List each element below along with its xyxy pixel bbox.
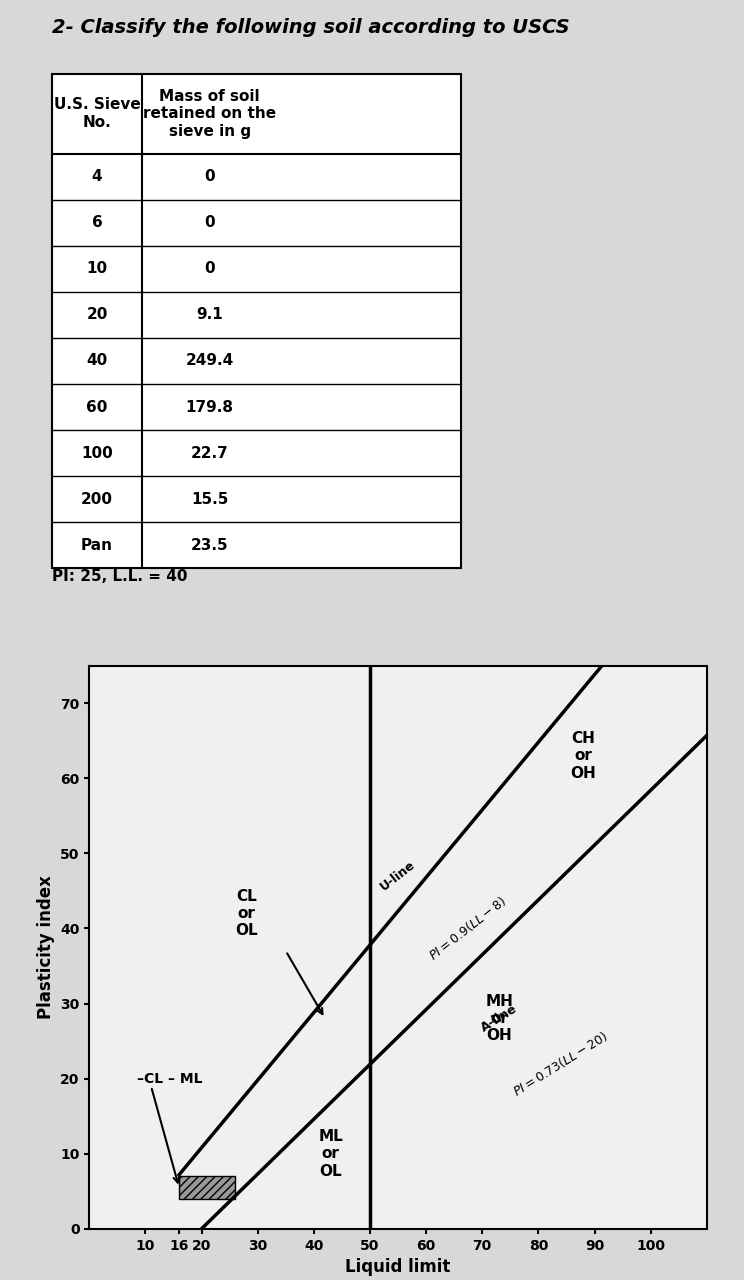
X-axis label: Liquid limit: Liquid limit	[345, 1258, 451, 1276]
Text: –CL – ML: –CL – ML	[137, 1071, 202, 1085]
Text: U.S. Sieve
No.: U.S. Sieve No.	[54, 97, 141, 129]
Text: 249.4: 249.4	[185, 353, 234, 369]
Text: Pan: Pan	[81, 538, 113, 553]
Text: 179.8: 179.8	[185, 399, 234, 415]
Text: A-line: A-line	[478, 1002, 519, 1034]
Text: 40: 40	[86, 353, 108, 369]
Text: MH
or
OH: MH or OH	[485, 993, 513, 1043]
Y-axis label: Plasticity index: Plasticity index	[36, 876, 54, 1019]
Text: PI: 25, L.L. = 40: PI: 25, L.L. = 40	[52, 568, 187, 584]
Text: 15.5: 15.5	[191, 492, 228, 507]
Text: $PI = 0.73(LL - 20)$: $PI = 0.73(LL - 20)$	[510, 1028, 611, 1100]
Text: 10: 10	[86, 261, 108, 276]
Text: 23.5: 23.5	[190, 538, 228, 553]
Text: CL
or
OL: CL or OL	[235, 888, 257, 938]
Text: 20: 20	[86, 307, 108, 323]
FancyBboxPatch shape	[52, 74, 461, 568]
Text: 22.7: 22.7	[190, 445, 228, 461]
Bar	[179, 1176, 235, 1199]
Text: 60: 60	[86, 399, 108, 415]
Text: 0: 0	[205, 261, 215, 276]
Text: 4: 4	[92, 169, 103, 184]
Text: 9.1: 9.1	[196, 307, 223, 323]
Text: 0: 0	[205, 169, 215, 184]
Text: $PI = 0.9(LL - 8)$: $PI = 0.9(LL - 8)$	[426, 893, 510, 964]
Text: 100: 100	[81, 445, 113, 461]
Text: Mass of soil
retained on the
sieve in g: Mass of soil retained on the sieve in g	[143, 88, 276, 138]
Text: ML
or
OL: ML or OL	[318, 1129, 343, 1179]
Text: 2- Classify the following soil according to USCS: 2- Classify the following soil according…	[52, 18, 570, 37]
Text: 6: 6	[92, 215, 103, 230]
Text: 0: 0	[205, 215, 215, 230]
Text: 200: 200	[81, 492, 113, 507]
Text: CH
or
OH: CH or OH	[571, 731, 596, 781]
Text: U-line: U-line	[378, 858, 418, 893]
